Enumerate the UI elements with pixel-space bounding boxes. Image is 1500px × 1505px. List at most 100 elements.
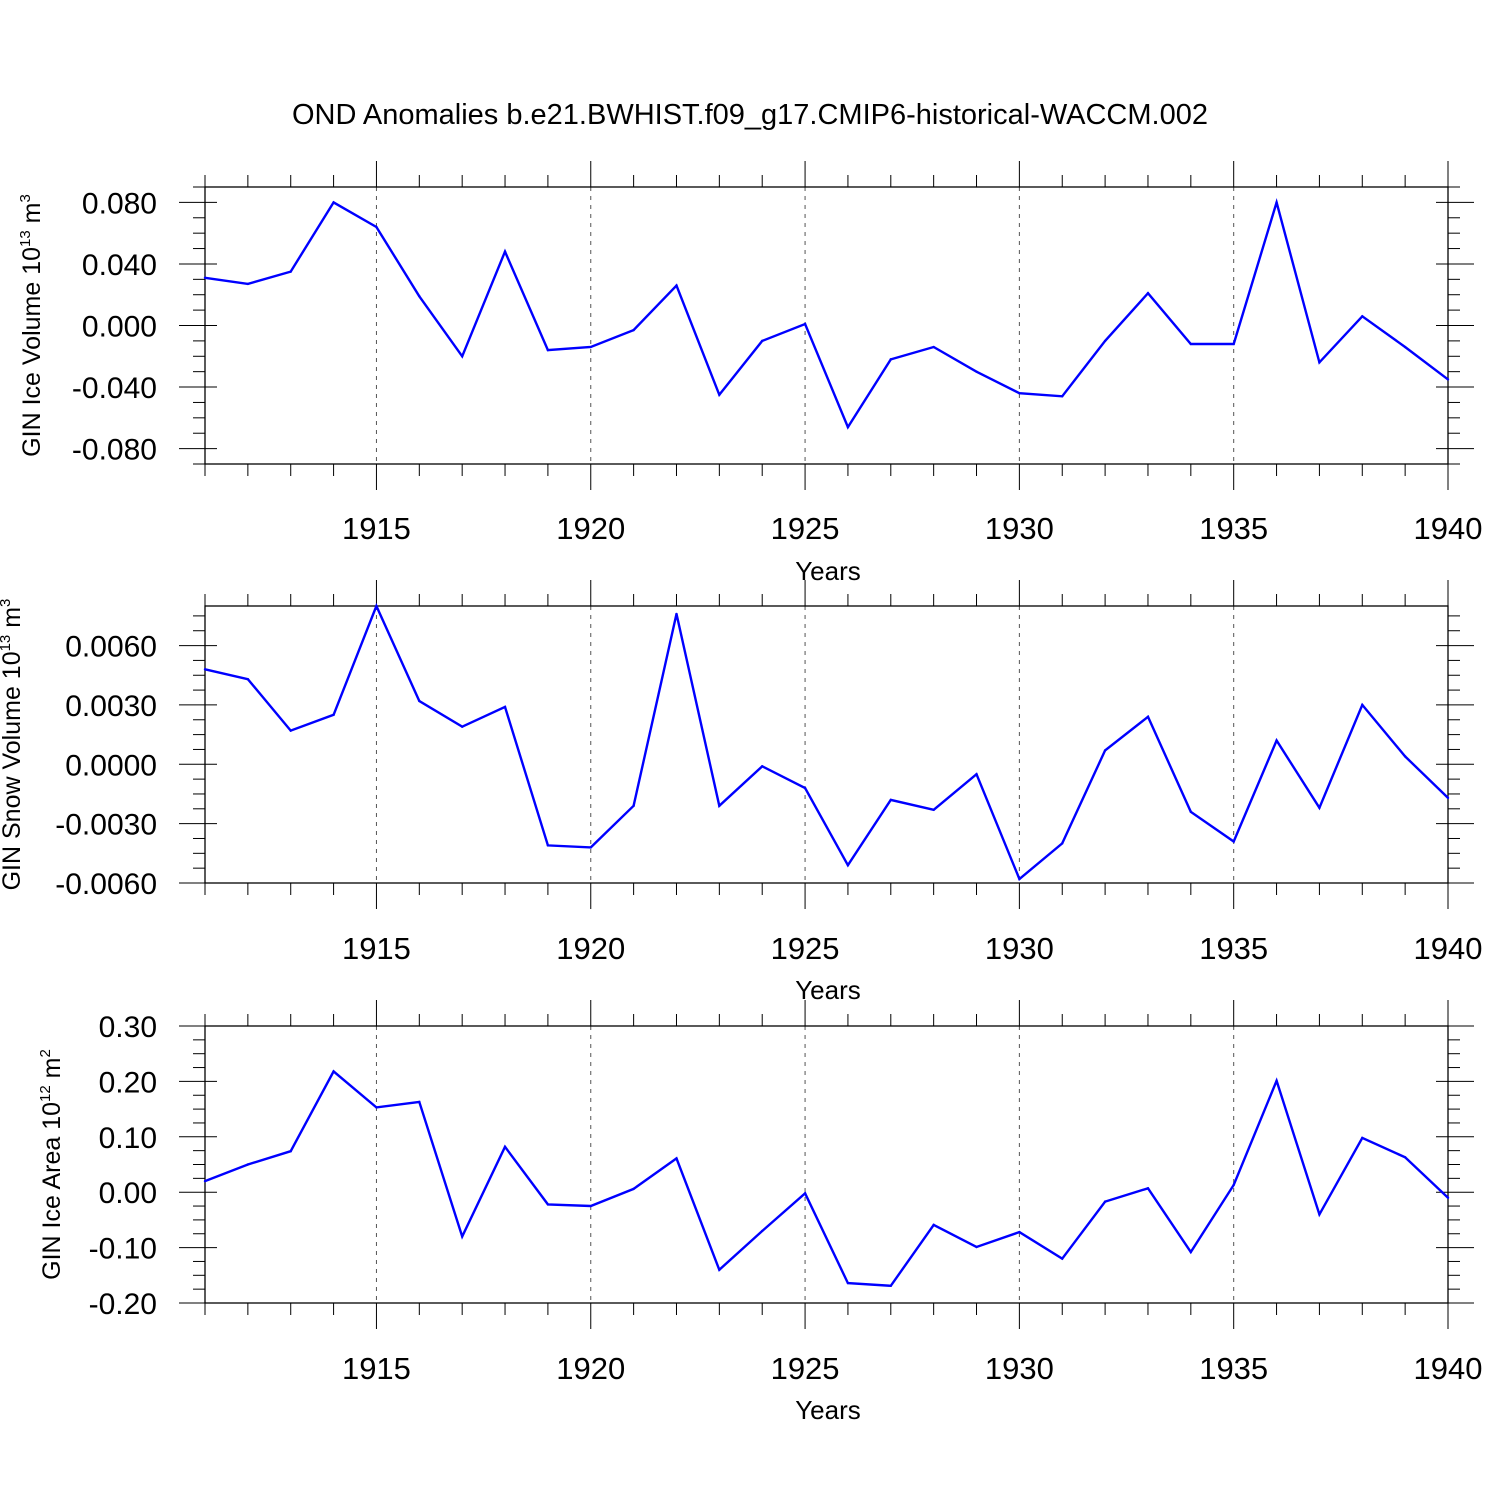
y-tick-label: -0.10 [89,1233,157,1266]
data-point [889,358,892,361]
data-point [1403,1156,1407,1159]
data-point [1446,1196,1450,1199]
y-axis-label-part: m [0,607,26,635]
data-point [718,393,721,396]
x-tick-label: 1920 [556,1351,625,1386]
data-point [1318,806,1321,810]
x-tick-label: 1915 [342,1351,411,1386]
x-tick-label: 1915 [342,511,411,546]
data-point [503,250,507,253]
x-axis-label: Years [795,975,861,1005]
data-point [1018,1230,1021,1234]
y-axis-label: GIN Snow Volume 1013 m3 [0,599,26,891]
data-point [203,276,207,279]
data-point [1446,796,1450,800]
y-tick-label: -0.080 [72,434,157,467]
y-axis-label-superscript: 13 [17,230,34,247]
data-point [1018,392,1021,395]
y-axis-label-superscript: 3 [0,599,14,607]
x-tick-label: 1930 [985,511,1054,546]
data-point [375,1106,378,1109]
y-axis-label: GIN Ice Area 1012 m2 [37,1049,66,1280]
data-point [1146,715,1150,718]
data-point [803,786,807,790]
data-point [1361,315,1364,318]
x-tick-label: 1925 [771,511,840,546]
data-point [846,863,850,867]
y-tick-label: 0.10 [99,1122,157,1155]
data-point [1446,378,1450,381]
data-point [546,844,550,847]
y-tick-label: -0.0030 [55,809,157,842]
data-point [932,1223,935,1227]
data-point [1275,201,1278,204]
data-point [1103,339,1107,343]
data-point [761,339,764,343]
y-tick-label: -0.20 [89,1288,157,1321]
data-point [589,1204,592,1208]
y-axis-label-superscript: 12 [37,1085,54,1102]
data-point [1403,755,1407,758]
series-line [204,602,1449,881]
data-point [460,355,464,358]
data-point [1318,361,1321,364]
data-point [1061,1257,1064,1260]
data-point [418,295,421,298]
data-point [203,1179,207,1183]
data-point [289,270,292,273]
y-tick-label: 0.0000 [65,749,157,782]
y-axis-label-part: m [38,1058,66,1086]
y-axis-label-part: m [18,203,46,231]
data-point [803,1192,807,1195]
data-point [932,808,935,811]
data-point [1103,1200,1107,1203]
y-tick-label: 0.0060 [65,631,157,664]
data-point [718,1268,721,1271]
data-point [1232,840,1235,843]
data-point [589,345,592,349]
x-tick-label: 1940 [1414,511,1483,546]
data-point [889,798,892,802]
data-point [375,604,378,608]
x-tick-label: 1930 [985,1351,1054,1386]
data-point [675,284,678,287]
y-axis-label-superscript: 13 [0,635,14,652]
y-tick-label: 0.20 [99,1066,157,1099]
x-tick-label: 1920 [556,511,625,546]
data-point [546,1203,550,1206]
y-tick-label: 0.0030 [65,690,157,723]
y-axis-label-superscript: 3 [17,194,34,202]
x-axis-label: Years [795,556,861,586]
y-tick-label: 0.000 [82,311,157,344]
data-point [718,804,721,808]
data-point [546,348,550,352]
data-point [632,328,635,332]
data-point [1403,345,1407,349]
y-axis-label-superscript: 2 [37,1049,54,1057]
data-point [675,612,678,616]
x-tick-label: 1915 [342,931,411,966]
data-point [932,345,935,349]
series-line [204,1069,1449,1288]
data-point [289,1150,292,1153]
data-point [1189,810,1193,813]
data-point [846,425,850,429]
data-point [1361,1136,1364,1140]
data-point [1146,1187,1150,1190]
plot-frame [204,1025,1449,1304]
y-tick-label: -0.040 [72,372,157,405]
data-point [460,725,464,728]
y-axis-label-part: GIN Ice Area 10 [38,1102,66,1280]
data-point [503,1145,507,1148]
data-point [289,729,292,732]
data-point [1232,342,1235,346]
chart-panel-3: 0.30 0.20 0.10 0.00 -0.10 -0.20 1915 1920 1925 19… [37,1000,1482,1425]
data-point [246,678,250,681]
data-point [1061,395,1064,398]
data-point [1146,291,1150,295]
data-point [1189,1250,1193,1254]
data-point [203,668,207,671]
data-point [975,370,978,373]
